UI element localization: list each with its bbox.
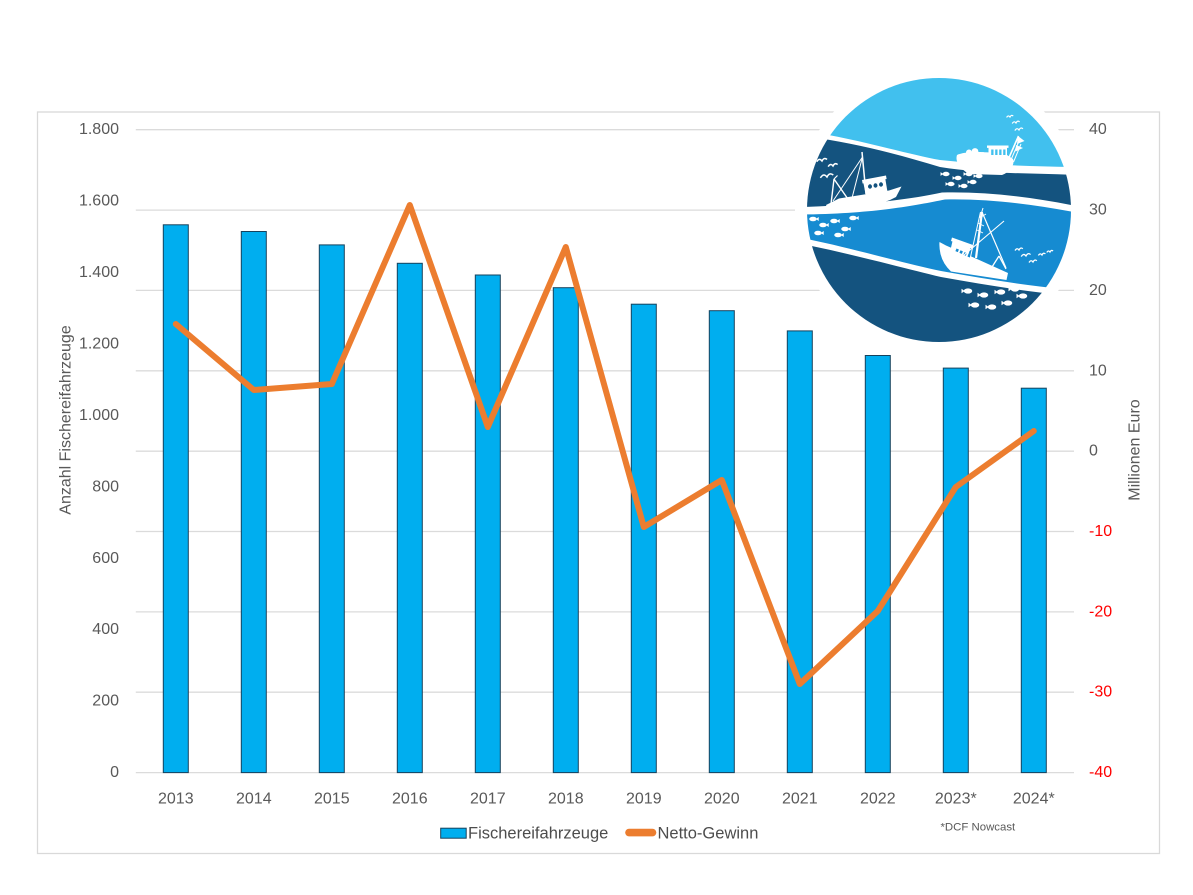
svg-text:2014: 2014 <box>236 791 272 808</box>
svg-text:2023*: 2023* <box>935 791 977 808</box>
svg-text:1.000: 1.000 <box>79 407 119 424</box>
svg-text:20: 20 <box>1089 282 1107 299</box>
svg-text:1.400: 1.400 <box>79 264 119 281</box>
svg-text:2017: 2017 <box>470 791 506 808</box>
svg-text:40: 40 <box>1089 121 1107 138</box>
svg-text:2019: 2019 <box>626 791 662 808</box>
svg-text:-10: -10 <box>1089 523 1112 540</box>
svg-text:2020: 2020 <box>704 791 740 808</box>
svg-text:2018: 2018 <box>548 791 584 808</box>
svg-text:600: 600 <box>92 550 119 567</box>
svg-text:200: 200 <box>92 693 119 710</box>
svg-text:0: 0 <box>110 764 119 781</box>
svg-text:1.200: 1.200 <box>79 336 119 353</box>
svg-text:1.800: 1.800 <box>79 121 119 138</box>
svg-text:30: 30 <box>1089 202 1107 219</box>
svg-text:Anzahl Fischereifahrzeuge: Anzahl Fischereifahrzeuge <box>58 325 75 515</box>
svg-text:1.600: 1.600 <box>79 193 119 210</box>
svg-text:10: 10 <box>1089 362 1107 379</box>
svg-text:Netto-Gewinn: Netto-Gewinn <box>658 825 759 843</box>
svg-text:-40: -40 <box>1089 764 1112 781</box>
svg-text:2024*: 2024* <box>1013 791 1055 808</box>
svg-text:-20: -20 <box>1089 603 1112 620</box>
svg-text:-30: -30 <box>1089 684 1112 701</box>
svg-text:*DCF Nowcast: *DCF Nowcast <box>941 822 1017 834</box>
svg-text:Fischereifahrzeuge: Fischereifahrzeuge <box>468 825 608 843</box>
svg-text:400: 400 <box>92 621 119 638</box>
svg-text:2021: 2021 <box>782 791 818 808</box>
svg-text:800: 800 <box>92 478 119 495</box>
svg-text:2015: 2015 <box>314 791 350 808</box>
svg-text:2013: 2013 <box>158 791 194 808</box>
svg-text:0: 0 <box>1089 443 1098 460</box>
svg-text:2022: 2022 <box>860 791 896 808</box>
svg-text:2016: 2016 <box>392 791 428 808</box>
svg-text:Millionen Euro: Millionen Euro <box>1127 399 1144 500</box>
